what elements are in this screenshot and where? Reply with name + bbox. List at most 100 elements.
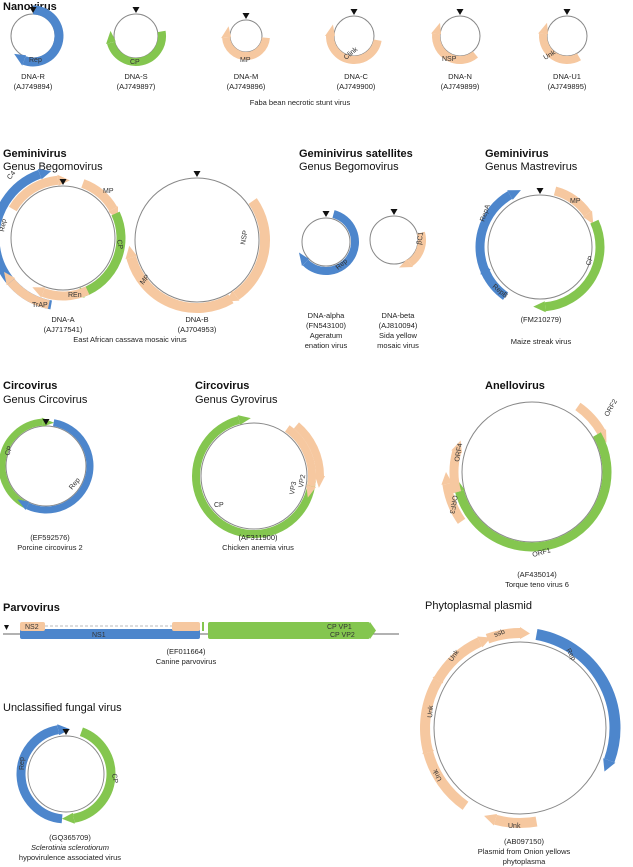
genome-circle (27, 735, 105, 813)
ttv-accession: (AF435014) (517, 570, 557, 579)
gene-arc-path (326, 35, 382, 64)
dna-alpha-species-2: enation virus (305, 341, 348, 350)
gene-arc-arrowhead (480, 261, 491, 275)
gene-arc-arrowhead (298, 252, 310, 267)
c4-label: C4 (6, 170, 17, 181)
gene-arc-path (544, 219, 605, 312)
dna-alpha-name: DNA-alpha (308, 311, 346, 320)
mp-label: MP (240, 57, 251, 64)
dna-u1-name: DNA-U1 (553, 72, 581, 81)
gene-arc-path (575, 402, 606, 435)
gene-arc-arrowhead (484, 813, 497, 826)
nsp-arc (431, 22, 478, 64)
nano-dna-s: CP DNA-S (AJ749897) (106, 7, 166, 91)
gene-arc-arrowhead (17, 499, 30, 510)
ssh-accession: (GQ365709) (49, 833, 91, 842)
acmv-dna-b: NSP MP DNA-B (AJ704953) (125, 171, 270, 334)
repb-arc (480, 261, 509, 300)
ssh-species-italic: Sclerotinia sclerotiorum (31, 843, 109, 852)
dna-a-accession: (AJ717541) (44, 325, 83, 334)
msv-accession: (FM210279) (521, 315, 562, 324)
gene-arc-arrowhead (37, 168, 52, 180)
rep-arc (14, 5, 64, 67)
genome-circle (487, 194, 593, 300)
nano-dna-n: NSP DNA-N (AJ749899) (431, 9, 481, 91)
cp-label: CP (130, 59, 140, 66)
dna-c-name: DNA-C (344, 72, 368, 81)
gene-arc-arrowhead (441, 472, 453, 485)
gene-arc-path (22, 5, 64, 67)
onion-accession: (AB097150) (504, 837, 545, 846)
orf2-label: ORF2 (604, 398, 619, 418)
vp-arrow (370, 622, 376, 639)
dna-m-name: DNA-M (234, 72, 259, 81)
title-satellites: Geminivirus satellites (299, 148, 413, 160)
gene-arc-arrowhead (4, 271, 16, 286)
origin-marker (536, 188, 544, 194)
cpv-species: Canine parvovirus (156, 657, 217, 666)
unk2-label: Unk (427, 705, 435, 719)
gene-arc-path (407, 231, 426, 267)
gene-arc-path (455, 432, 612, 552)
gene-arc-path (481, 270, 509, 300)
origin-marker (62, 729, 70, 735)
origin-marker (350, 9, 358, 15)
orf3-arc (441, 472, 466, 524)
genome-circle (461, 401, 603, 543)
gene-arc-arrowhead (14, 53, 26, 66)
dna-beta: βC1 DNA-beta (AJ810094) Sida yellow mosa… (369, 209, 426, 350)
unk4-arc (484, 813, 538, 828)
genome-circle (134, 177, 260, 303)
gene-arc-arrowhead (237, 415, 251, 425)
gene-arc-arrowhead (61, 812, 75, 824)
gene-arc-path (222, 37, 270, 60)
gene-arc-arrowhead (520, 627, 530, 639)
nsp-arc (225, 198, 270, 302)
dna-alpha: Rep DNA-alpha (FN543100) Ageratum enatio… (298, 210, 359, 350)
rep-arc (298, 210, 359, 275)
mp-label: MP (103, 188, 114, 195)
origin-marker (242, 13, 250, 19)
gene-arc-path (16, 725, 63, 824)
dna-beta-accession: (AJ810094) (379, 321, 418, 330)
onion-species-2: phytoplasma (503, 857, 546, 866)
gene-arc-path (233, 198, 270, 300)
rep-arc (535, 629, 621, 772)
title-parvovirus: Parvovirus (3, 602, 60, 614)
gene-arc-path (535, 629, 621, 763)
title-geminivirus-2: Geminivirus (485, 148, 549, 160)
gene-arc-path (192, 416, 316, 538)
gene-arc-path (432, 33, 478, 64)
rep-label: Rep (29, 57, 42, 64)
clink-arc (325, 24, 382, 64)
gene-arc-arrowhead (325, 24, 335, 36)
orf3-label: ORF3 (448, 495, 458, 515)
cpv-accession: (EF011664) (166, 647, 206, 656)
gene-arc-arrowhead (399, 258, 413, 268)
cpv-genome: NS2 NS1 CP VP1 CP VP2 (EF011664) Canine … (3, 622, 399, 666)
ssh-genome: Rep CP (GQ365709) Sclerotinia sclerotior… (16, 724, 121, 862)
genus-begomovirus-1: Genus Begomovirus (3, 161, 103, 173)
cav-accession: (AF311900) (238, 533, 278, 542)
dna-r-accession: (AJ749894) (14, 82, 53, 91)
vp1-vp2-bar (208, 622, 370, 639)
acmv-species: East African cassava mosaic virus (73, 335, 187, 344)
dna-beta-species-2: mosaic virus (377, 341, 419, 350)
trap-arc (4, 271, 50, 309)
dna-u1-accession: (AJ749895) (548, 82, 587, 91)
unk3-label: Unk (432, 767, 444, 782)
genus-gyrovirus: Genus Gyrovirus (195, 394, 278, 406)
dna-n-accession: (AJ749899) (441, 82, 480, 91)
cp-label: CP (585, 255, 595, 267)
ns1-bar (20, 629, 200, 639)
gene-arc-arrowhead (451, 440, 462, 454)
origin-marker (193, 171, 201, 177)
gene-arc-path (107, 30, 166, 66)
origin-marker (322, 211, 330, 217)
rep-label: Rep (19, 757, 26, 770)
origin-marker (4, 625, 9, 630)
genome-circle (546, 15, 588, 57)
ns1-label: NS1 (92, 632, 106, 639)
genome-circle (10, 185, 116, 291)
